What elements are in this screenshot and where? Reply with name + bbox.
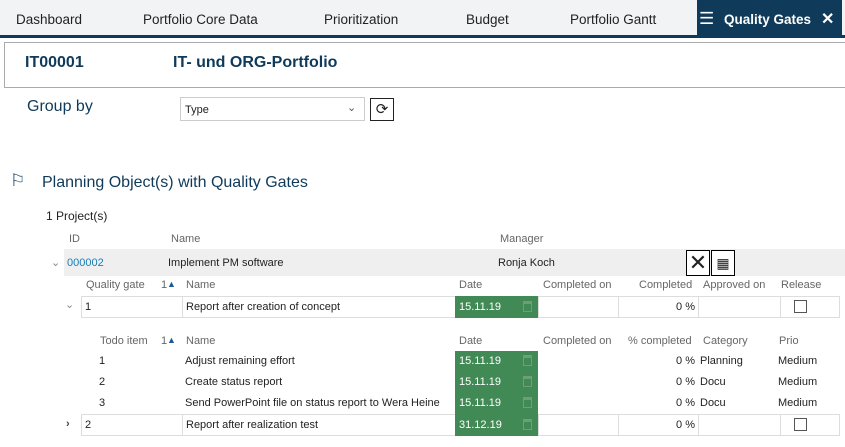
- sort-asc-icon[interactable]: ▲: [167, 279, 176, 289]
- tab-bar: Dashboard Portfolio Core Data Prioritiza…: [0, 0, 845, 38]
- project-id-link[interactable]: 000002: [67, 257, 104, 269]
- project-count: 1 Project(s): [46, 209, 108, 223]
- todo-name: Adjust remaining effort: [185, 355, 295, 367]
- todo-date[interactable]: 15.11.19: [459, 355, 502, 367]
- col-approved-on: Approved on: [703, 279, 766, 291]
- gate-number: 2: [85, 419, 92, 431]
- calendar-icon[interactable]: [523, 301, 532, 312]
- todo-category: Planning: [700, 355, 743, 367]
- date-value: 31.12.19: [459, 419, 502, 431]
- date-value: 15.11.19: [459, 301, 502, 313]
- todo-date[interactable]: 15.11.19: [459, 376, 502, 388]
- calendar-button[interactable]: ▦: [711, 250, 735, 276]
- col-name: Name: [186, 279, 216, 291]
- gate-completed: 0 %: [676, 301, 695, 313]
- todo-category: Docu: [700, 376, 726, 388]
- refresh-button[interactable]: ⟳: [370, 98, 394, 121]
- col-category: Category: [703, 335, 748, 347]
- todo-name: Send PowerPoint file on status report to…: [185, 397, 440, 409]
- tab-portfolio-core-data[interactable]: Portfolio Core Data: [143, 12, 258, 27]
- group-by-label: Group by: [27, 98, 93, 115]
- calendar-icon[interactable]: [523, 419, 532, 430]
- flag-icon: ⚐: [10, 171, 26, 190]
- gate-number: 1: [85, 301, 92, 313]
- todo-number: 1: [99, 355, 106, 367]
- approved-on[interactable]: [698, 296, 780, 318]
- gate-name: Report after realization test: [186, 419, 319, 431]
- tab-budget[interactable]: Budget: [466, 12, 509, 27]
- completed-on[interactable]: [538, 296, 618, 318]
- project-name: Implement PM software: [168, 257, 284, 269]
- tab-quality-gates[interactable]: ☰ Quality Gates ✕: [697, 0, 842, 38]
- calendar-icon[interactable]: [523, 397, 532, 408]
- chevron-right-icon[interactable]: ›: [66, 418, 70, 430]
- section-title: Planning Object(s) with Quality Gates: [42, 174, 308, 191]
- release-checkbox[interactable]: [794, 300, 807, 313]
- release-checkbox[interactable]: [794, 418, 807, 431]
- tab-label: Quality Gates: [724, 12, 812, 27]
- col-prio: Prio: [779, 335, 799, 347]
- group-by-value: Type: [185, 104, 209, 116]
- sort-index: 1: [161, 279, 168, 291]
- todo-date-column: [455, 351, 538, 414]
- todo-prio: Medium: [778, 376, 818, 388]
- todo-date[interactable]: 15.11.19: [459, 397, 502, 409]
- col-completed-on: Completed on: [543, 335, 612, 347]
- todo-pct: 0 %: [676, 397, 695, 409]
- tab-prioritization[interactable]: Prioritization: [324, 12, 399, 27]
- chevron-down-icon: ⌄: [347, 102, 357, 114]
- col-quality-gate[interactable]: Quality gate: [86, 279, 145, 291]
- col-pct-completed: % completed: [628, 335, 692, 347]
- gate-date[interactable]: 31.12.19: [455, 414, 538, 436]
- completed-on[interactable]: [538, 414, 618, 436]
- col-date: Date: [459, 279, 483, 291]
- calendar-icon[interactable]: [523, 376, 532, 387]
- approved-on[interactable]: [698, 414, 780, 436]
- portfolio-id: IT00001: [25, 54, 84, 71]
- calendar-icon[interactable]: [523, 355, 532, 366]
- todo-pct: 0 %: [676, 355, 695, 367]
- todo-category: Docu: [700, 397, 726, 409]
- todo-number: 2: [99, 376, 106, 388]
- todo-number: 3: [99, 397, 106, 409]
- col-name: Name: [186, 335, 216, 347]
- col-completed-on: Completed on: [543, 279, 612, 291]
- col-release: Release: [781, 279, 822, 291]
- sort-asc-icon[interactable]: ▲: [167, 335, 176, 345]
- col-manager: Manager: [500, 233, 544, 245]
- portfolio-header: IT00001 IT- und ORG-Portfolio: [4, 42, 845, 88]
- chevron-down-icon[interactable]: ⌄: [51, 257, 61, 269]
- todo-name: Create status report: [185, 376, 283, 388]
- tab-dashboard[interactable]: Dashboard: [16, 12, 83, 27]
- gate-completed: 0 %: [676, 419, 695, 431]
- todo-prio: Medium: [778, 397, 818, 409]
- delete-button[interactable]: ✕: [686, 250, 710, 276]
- tab-portfolio-gantt[interactable]: Portfolio Gantt: [570, 12, 657, 27]
- col-name: Name: [171, 233, 201, 245]
- project-manager: Ronja Koch: [498, 257, 555, 269]
- sort-index: 1: [161, 335, 168, 347]
- close-icon[interactable]: ✕: [821, 11, 835, 28]
- col-date: Date: [459, 335, 483, 347]
- col-id: ID: [69, 233, 80, 245]
- group-by-select[interactable]: Type ⌄: [180, 97, 365, 121]
- gate-date[interactable]: 15.11.19: [455, 296, 538, 318]
- todo-prio: Medium: [778, 355, 818, 367]
- col-completed: Completed: [639, 279, 693, 291]
- gate-name: Report after creation of concept: [186, 301, 341, 313]
- menu-icon[interactable]: ☰: [699, 9, 715, 28]
- chevron-down-icon[interactable]: ⌄: [65, 299, 75, 311]
- col-todo-item[interactable]: Todo item: [100, 335, 148, 347]
- todo-pct: 0 %: [676, 376, 695, 388]
- portfolio-name: IT- und ORG-Portfolio: [173, 54, 338, 71]
